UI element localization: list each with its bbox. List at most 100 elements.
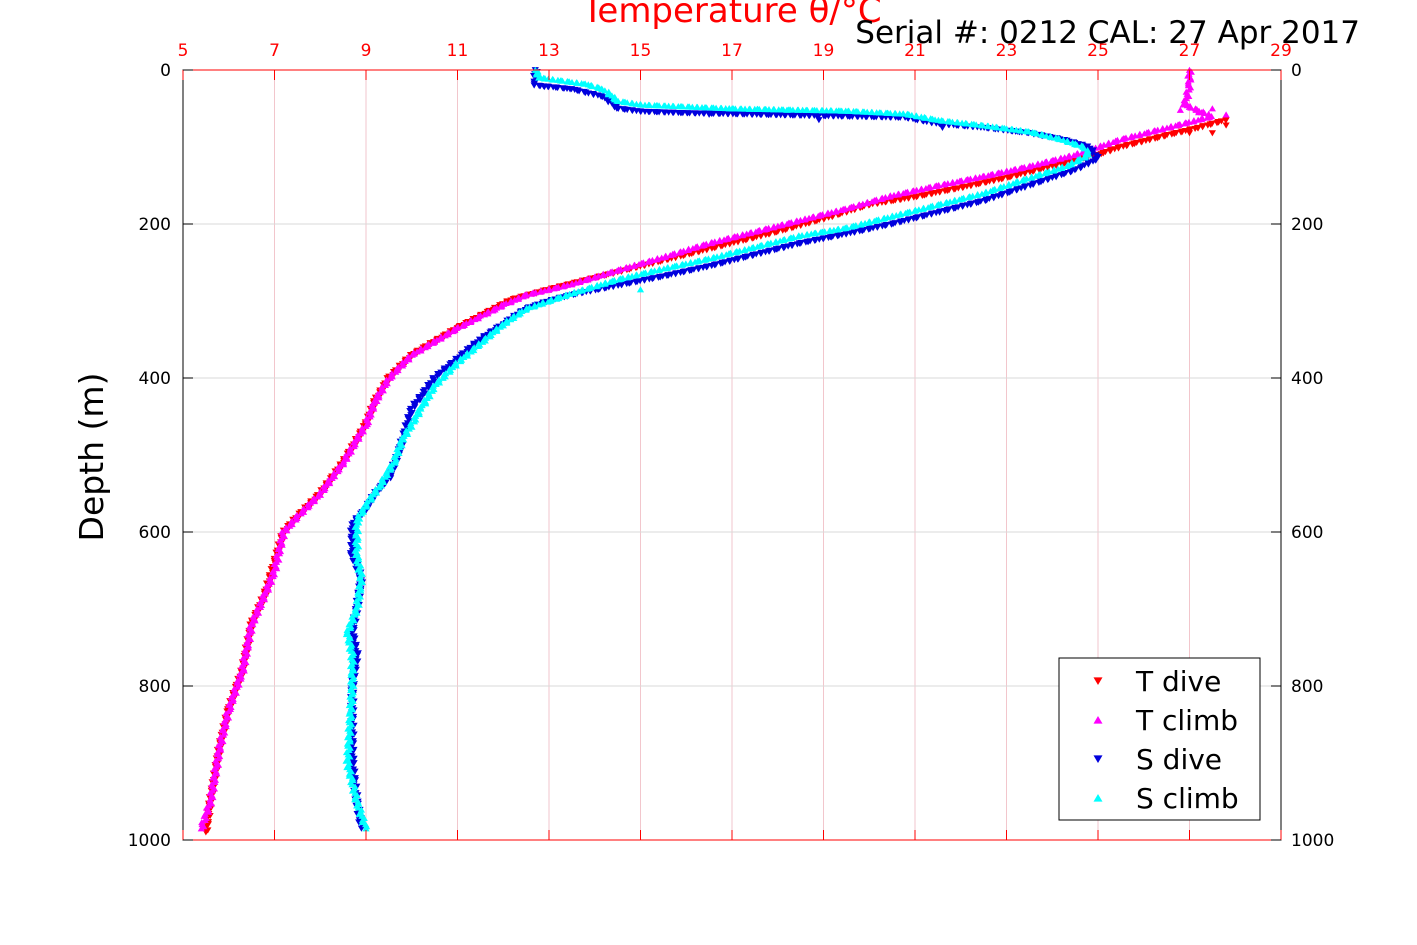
data-point xyxy=(728,105,736,112)
data-point xyxy=(886,193,894,200)
data-point xyxy=(760,226,769,233)
data-point xyxy=(362,825,370,832)
data-point xyxy=(471,316,479,323)
data-point xyxy=(848,223,856,230)
data-point xyxy=(355,435,363,442)
data-point xyxy=(802,231,811,238)
data-point xyxy=(463,352,472,359)
data-point xyxy=(922,184,930,192)
data-point xyxy=(1171,122,1180,129)
x-tick-label: 29 xyxy=(1270,41,1292,61)
x-tick-label: 23 xyxy=(996,41,1018,61)
data-point xyxy=(709,254,717,262)
data-point xyxy=(746,105,754,112)
data-point xyxy=(879,215,887,222)
y-axis-label: Depth (m) xyxy=(72,373,111,542)
data-point xyxy=(919,213,927,220)
data-point xyxy=(646,101,654,108)
data-point xyxy=(646,109,654,116)
data-point xyxy=(424,385,433,392)
y-tick-label-right: 0 xyxy=(1291,61,1302,81)
data-point xyxy=(1081,154,1089,161)
data-point xyxy=(467,318,475,326)
data-point xyxy=(670,109,678,116)
data-point xyxy=(816,229,825,236)
data-point xyxy=(1208,105,1216,112)
data-point xyxy=(1118,136,1126,143)
data-point xyxy=(1018,177,1026,184)
data-point xyxy=(1177,129,1185,136)
data-point xyxy=(655,266,663,274)
data-point xyxy=(767,112,775,119)
data-point xyxy=(334,468,342,475)
data-point xyxy=(366,413,374,420)
data-point xyxy=(715,237,723,245)
data-point xyxy=(615,276,623,283)
y-tick-label-right: 200 xyxy=(1291,215,1323,235)
data-point xyxy=(938,124,947,131)
data-point xyxy=(1080,145,1088,152)
x-tick-label: 17 xyxy=(721,41,743,61)
data-point xyxy=(803,106,811,113)
legend-marker xyxy=(1093,755,1103,764)
data-point xyxy=(416,397,424,404)
data-point xyxy=(1032,172,1040,179)
data-point xyxy=(717,243,725,250)
x-tick-label: 11 xyxy=(447,41,469,61)
data-point xyxy=(791,112,799,119)
data-point xyxy=(691,258,699,265)
data-point xyxy=(351,796,359,803)
data-point xyxy=(1025,163,1033,170)
data-point xyxy=(815,117,823,124)
data-point xyxy=(993,124,1001,131)
data-point xyxy=(581,277,589,284)
data-point xyxy=(827,107,836,114)
data-point xyxy=(573,79,581,86)
x-tick-label: 19 xyxy=(813,41,835,61)
data-point xyxy=(877,109,885,116)
data-point xyxy=(962,176,970,183)
data-point xyxy=(590,274,598,281)
data-point xyxy=(729,234,737,241)
data-point xyxy=(486,333,494,340)
data-point xyxy=(950,197,958,204)
data-point xyxy=(362,503,371,510)
data-point xyxy=(503,319,511,326)
data-point xyxy=(421,344,429,351)
data-point xyxy=(863,114,871,121)
data-point xyxy=(229,697,237,704)
data-point xyxy=(1033,130,1041,137)
data-point xyxy=(621,265,630,272)
data-point xyxy=(1072,158,1081,165)
data-point xyxy=(1063,163,1071,170)
data-point xyxy=(493,327,501,334)
data-point xyxy=(197,825,205,832)
data-point xyxy=(535,74,543,81)
data-point xyxy=(575,88,583,95)
data-point xyxy=(439,374,447,381)
data-point xyxy=(497,303,505,310)
series-layer xyxy=(197,66,1230,836)
data-point xyxy=(1135,131,1143,138)
data-point xyxy=(474,342,483,349)
data-point xyxy=(924,204,932,211)
data-point xyxy=(467,348,475,355)
data-point xyxy=(792,218,800,225)
legend: T dive T climb S dive S climb xyxy=(1058,657,1261,821)
data-point xyxy=(939,181,948,188)
data-point xyxy=(955,196,963,203)
data-point xyxy=(429,339,437,346)
data-point xyxy=(677,261,686,268)
data-point xyxy=(888,213,896,220)
data-point xyxy=(658,254,666,261)
data-point xyxy=(350,442,358,450)
legend-marker xyxy=(1093,677,1103,686)
data-point xyxy=(522,306,530,313)
data-point xyxy=(733,111,742,118)
data-point xyxy=(802,239,810,246)
data-point xyxy=(507,299,515,306)
data-point xyxy=(689,245,697,252)
data-point xyxy=(1073,141,1081,148)
y-tick-label-right: 400 xyxy=(1291,369,1323,389)
data-point xyxy=(614,97,622,105)
